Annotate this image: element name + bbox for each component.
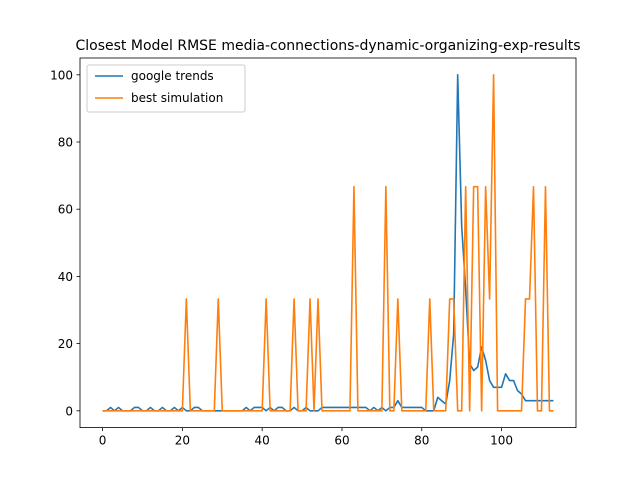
y-tick-label: 60 — [58, 203, 73, 217]
chart-title: Closest Model RMSE media-connections-dyn… — [76, 38, 581, 54]
x-tick-label: 60 — [334, 434, 349, 448]
legend-box — [86, 64, 246, 113]
legend: google trends best simulation — [86, 64, 246, 113]
axes-frame — [79, 57, 577, 429]
legend-label-best-simulation: best simulation — [131, 91, 223, 105]
y-tick-label: 40 — [58, 270, 73, 284]
y-tick-label: 100 — [50, 68, 73, 82]
y-tick-label: 80 — [58, 136, 73, 150]
x-tick-label: 20 — [175, 434, 190, 448]
x-axis: 0 20 40 60 80 100 — [99, 427, 513, 448]
legend-label-google-trends: google trends — [131, 69, 214, 83]
plot-area — [79, 57, 577, 429]
y-tick-label: 20 — [58, 337, 73, 351]
series-line-best-simulation — [102, 74, 554, 412]
y-tick-label: 0 — [65, 404, 73, 418]
x-tick-label: 100 — [490, 434, 513, 448]
y-axis: 0 20 40 60 80 100 — [50, 68, 80, 418]
x-tick-label: 80 — [414, 434, 429, 448]
x-tick-label: 40 — [255, 434, 270, 448]
x-tick-label: 0 — [99, 434, 107, 448]
